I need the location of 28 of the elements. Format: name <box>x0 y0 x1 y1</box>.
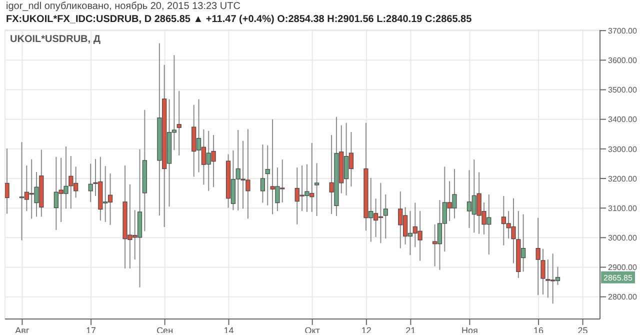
candlestick <box>536 217 540 296</box>
candlestick <box>314 162 320 217</box>
y-tick-label: 3000.00 <box>608 233 638 242</box>
x-tick-label: 14 <box>224 325 234 335</box>
candlestick <box>88 163 93 203</box>
y-tick-label: 3700.00 <box>608 26 638 36</box>
x-tick-label: 17 <box>86 325 96 335</box>
y-tick-label: 2900.00 <box>608 263 638 272</box>
chart-subtitle: FX:UKOIL*FX_IDC:USDRUB, D 2865.85 ▲ +11.47 (+0.4%) O:2854.38 H:2901.56 L:2840.19 C:2865.85 <box>6 14 472 25</box>
y-tick-label: 3500.00 <box>608 86 638 95</box>
candlestick <box>383 194 388 240</box>
y-tick-label: 3600.00 <box>608 56 638 66</box>
x-tick-label: 21 <box>406 325 416 335</box>
candlestick <box>260 144 265 204</box>
y-tick-label: 3400.00 <box>608 115 638 124</box>
x-tick-label: 12 <box>361 325 372 335</box>
candlestick <box>265 144 270 206</box>
y-tick-label: 3300.00 <box>608 144 638 154</box>
annotation: 2865.85 <box>604 273 634 282</box>
text: igor_ndl опубликовано, ноябрь 20, 2015 13:23 UTC <box>6 1 240 12</box>
x-tick-label: Авг <box>15 325 30 335</box>
y-tick-label: 3200.00 <box>608 174 638 184</box>
chart-title: UKOIL*USDRUB, Д <box>10 34 100 45</box>
candlestick <box>5 148 10 214</box>
y-tick-label: 3100.00 <box>608 204 638 213</box>
candlestick <box>176 90 182 156</box>
y-tick-label: 2800.00 <box>608 292 638 302</box>
candlestick <box>540 248 546 295</box>
